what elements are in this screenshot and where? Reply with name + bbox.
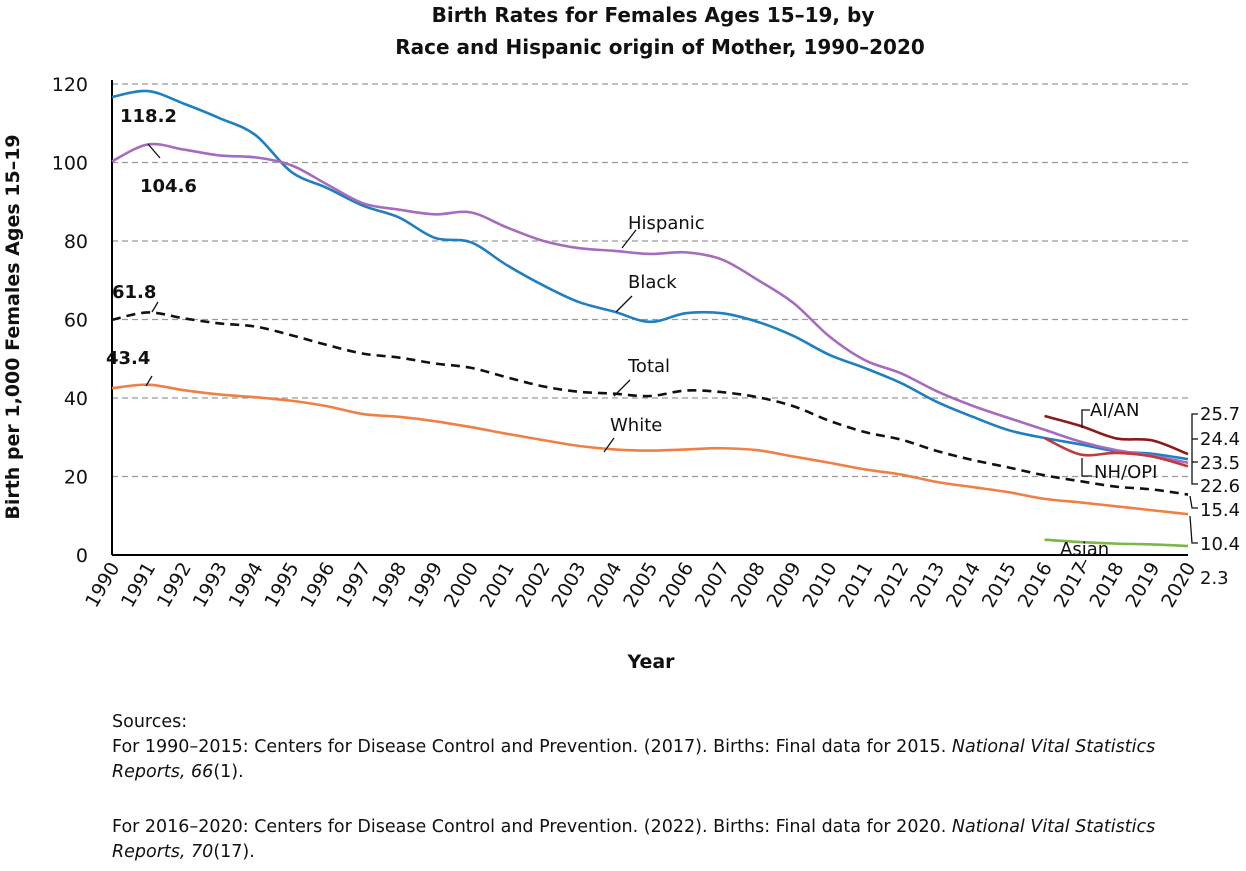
series-line-nh-opi bbox=[1043, 436, 1189, 468]
value-label: 43.4 bbox=[106, 348, 150, 369]
y-tick-label: 0 bbox=[76, 545, 88, 567]
x-tick-label: 2004 bbox=[583, 559, 626, 612]
leader-line bbox=[1081, 559, 1087, 569]
x-tick-label: 2016 bbox=[1014, 559, 1057, 612]
series-line-black bbox=[111, 89, 1189, 461]
source-1: For 1990–2015: Centers for Disease Contr… bbox=[112, 735, 1232, 785]
source-2-text: For 2016–2020: Centers for Disease Contr… bbox=[112, 817, 952, 837]
series-label-asian: Asian bbox=[1060, 539, 1109, 560]
end-label-leader bbox=[1189, 515, 1198, 544]
y-tick-label: 40 bbox=[64, 388, 88, 410]
end-value-label: 24.4 bbox=[1200, 429, 1240, 450]
leader-line bbox=[147, 143, 161, 159]
x-tick-label: 2015 bbox=[978, 559, 1021, 612]
x-tick-label: 2009 bbox=[763, 559, 806, 612]
x-tick-label: 2003 bbox=[547, 559, 590, 612]
y-axis-label: Birth per 1,000 Females Ages 15–19 bbox=[2, 134, 24, 519]
x-tick-label: 2014 bbox=[942, 559, 985, 612]
end-value-label: 15.4 bbox=[1200, 500, 1240, 521]
leader-line bbox=[151, 301, 159, 313]
source-1-journal: National Vital Statistics Reports, 66 bbox=[112, 737, 1156, 782]
series-label-ai-an: AI/AN bbox=[1090, 400, 1139, 421]
x-tick-label: 1999 bbox=[404, 559, 447, 612]
leader-line bbox=[621, 229, 637, 249]
x-tick-label: 2005 bbox=[619, 559, 662, 612]
source-2-journal: National Vital Statistics Reports, 70 bbox=[112, 817, 1156, 862]
x-tick-label: 2008 bbox=[727, 559, 770, 612]
source-2: For 2016–2020: Centers for Disease Contr… bbox=[112, 815, 1232, 865]
sources-heading: Sources: bbox=[112, 712, 188, 732]
leader-line bbox=[613, 379, 631, 397]
x-tick-label: 2018 bbox=[1085, 559, 1128, 612]
series-line-ai-an bbox=[1044, 414, 1189, 456]
source-1-issue: (1). bbox=[213, 762, 244, 782]
x-tick-label: 2006 bbox=[655, 559, 698, 612]
end-label-leader bbox=[1189, 495, 1198, 509]
series-line-hispanic bbox=[111, 142, 1189, 465]
value-label: 104.6 bbox=[140, 176, 197, 197]
y-tick-label: 20 bbox=[64, 467, 88, 489]
birth-rate-line-chart: Birth Rates for Females Ages 15–19, by R… bbox=[2, 3, 1240, 673]
source-2-issue: (17). bbox=[213, 842, 255, 862]
end-value-label: 25.7 bbox=[1200, 404, 1240, 425]
series-label-white: White bbox=[610, 415, 662, 436]
chart-title-line1: Birth Rates for Females Ages 15–19, by bbox=[432, 3, 875, 27]
series-label-nh-opi: NH/OPI bbox=[1094, 462, 1157, 483]
x-tick-label: 1993 bbox=[189, 559, 232, 612]
y-tick-label: 120 bbox=[52, 74, 88, 96]
series-line-total bbox=[111, 311, 1189, 496]
x-tick-label: 2019 bbox=[1121, 559, 1164, 612]
end-value-label: 10.4 bbox=[1200, 534, 1240, 555]
end-value-label: 22.6 bbox=[1200, 476, 1240, 497]
x-tick-label: 2011 bbox=[834, 559, 877, 612]
x-tick-label: 2013 bbox=[906, 559, 949, 612]
y-tick-label: 80 bbox=[64, 231, 88, 253]
x-tick-label: 2001 bbox=[476, 559, 519, 612]
value-label: 61.8 bbox=[112, 282, 156, 303]
series-label-hispanic: Hispanic bbox=[628, 213, 705, 234]
end-value-label: 23.5 bbox=[1200, 453, 1240, 474]
x-tick-label: 1997 bbox=[332, 559, 375, 612]
x-tick-label: 2002 bbox=[511, 559, 554, 612]
leader-line bbox=[1081, 458, 1092, 477]
value-label: 118.2 bbox=[120, 106, 177, 127]
series-label-black: Black bbox=[628, 272, 677, 293]
series-label-total: Total bbox=[627, 356, 670, 377]
series-line-asian bbox=[1044, 538, 1189, 548]
y-tick-label: 100 bbox=[52, 153, 88, 175]
x-tick-label: 1994 bbox=[225, 559, 268, 612]
x-tick-label: 1996 bbox=[296, 559, 339, 612]
leader-line bbox=[1081, 409, 1090, 428]
x-tick-label: 1992 bbox=[153, 559, 196, 612]
x-tick-label: 1998 bbox=[368, 559, 411, 612]
x-tick-label: 2007 bbox=[691, 559, 734, 612]
leader-line bbox=[615, 295, 633, 313]
x-tick-label: 1995 bbox=[260, 559, 303, 612]
x-tick-label: 2017 bbox=[1049, 559, 1092, 612]
x-tick-label: 2010 bbox=[798, 559, 841, 612]
x-tick-label: 2000 bbox=[440, 559, 483, 612]
x-tick-label: 1991 bbox=[117, 559, 160, 612]
end-label-bracket bbox=[1191, 413, 1198, 485]
x-tick-label: 2020 bbox=[1157, 559, 1200, 612]
chart-title-line2: Race and Hispanic origin of Mother, 1990… bbox=[395, 35, 925, 59]
y-tick-label: 60 bbox=[64, 310, 88, 332]
leader-line bbox=[603, 437, 615, 453]
x-axis-label: Year bbox=[626, 651, 675, 673]
leader-line bbox=[145, 375, 153, 387]
end-value-label: 2.3 bbox=[1200, 568, 1229, 589]
series-line-white bbox=[111, 383, 1189, 516]
x-tick-label: 2012 bbox=[870, 559, 913, 612]
source-1-text: For 1990–2015: Centers for Disease Contr… bbox=[112, 737, 952, 757]
